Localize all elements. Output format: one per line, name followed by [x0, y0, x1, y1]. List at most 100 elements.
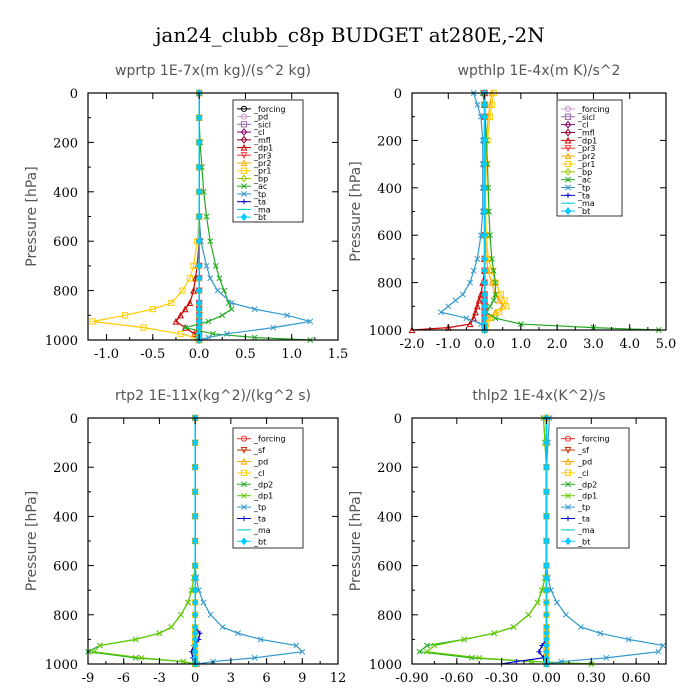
panel-title: rtp2 1E-11x(kg^2)/(kg^2 s)	[115, 388, 311, 404]
legend-label: _dp1	[577, 492, 597, 501]
legend-marker	[565, 192, 571, 198]
data-point	[472, 308, 479, 316]
legend-marker	[564, 136, 572, 144]
data-point	[177, 330, 184, 337]
legend-marker	[564, 152, 572, 160]
legend-label: _mfl	[577, 129, 595, 138]
legend-marker	[564, 537, 572, 546]
y-tick-label: 1000	[45, 334, 78, 349]
panel-2: wpthlp 1E-4x(m K)/s^2 Pressure [hPa] -2.0-…	[348, 63, 676, 352]
x-tick-label: -1.0	[436, 337, 461, 352]
data-point	[510, 624, 517, 631]
y-tick-label: 200	[377, 134, 402, 149]
data-point	[503, 303, 510, 310]
y-tick-label: 0	[70, 87, 78, 102]
x-tick-label: -6	[117, 671, 130, 686]
data-point	[132, 654, 139, 661]
legend-marker	[564, 145, 572, 152]
legend-marker	[565, 184, 571, 191]
data-point	[200, 599, 207, 606]
x-tick-label: 0.00	[532, 671, 561, 686]
panel-title: wpthlp 1E-4x(m K)/s^2	[458, 63, 621, 79]
legend-label: _forcing	[253, 105, 286, 114]
legend-label: _pr2	[577, 152, 595, 161]
data-point	[180, 658, 187, 665]
x-tick-label: 0.0	[474, 337, 495, 352]
legend-marker	[240, 113, 248, 120]
y-tick-label: 400	[377, 510, 402, 525]
legend-marker	[564, 207, 572, 216]
legend-label: _bt	[577, 537, 590, 546]
data-point	[203, 262, 210, 269]
data-point	[495, 309, 503, 316]
data-point	[577, 624, 584, 631]
data-point	[438, 309, 444, 316]
legend-label: _bt	[253, 213, 266, 222]
legend-label: _dp1	[253, 144, 273, 153]
data-point	[525, 611, 532, 618]
data-point	[488, 267, 495, 274]
legend-label: _bp	[577, 168, 592, 177]
data-point	[501, 297, 508, 304]
data-point	[182, 324, 189, 331]
y-tick-label: 0	[394, 87, 402, 102]
data-point	[191, 512, 199, 521]
data-point	[468, 654, 475, 661]
x-tick-label: 0.60	[622, 671, 651, 686]
data-point	[195, 274, 203, 283]
legend-label: _bt	[253, 537, 266, 546]
data-point	[492, 291, 499, 298]
data-point	[461, 636, 468, 643]
legend: _forcing_sicl_cl_mfl_dp1_pr3_pr2_pr1_bp_…	[556, 99, 623, 217]
y-axis-label: Pressure [hPa]	[24, 166, 40, 266]
x-tick-label: 1.0	[511, 337, 532, 352]
data-point	[481, 231, 488, 240]
legend-marker	[240, 152, 248, 159]
data-point	[543, 537, 550, 545]
legend-label: _ma	[577, 526, 595, 535]
series-line	[92, 418, 196, 665]
data-point	[195, 212, 203, 221]
data-point	[191, 573, 199, 582]
data-point	[481, 112, 488, 121]
y-tick-label: 600	[53, 235, 78, 250]
legend-marker	[564, 128, 572, 137]
y-tick-label: 200	[377, 461, 402, 476]
legend-label: _mfl	[253, 136, 271, 145]
x-tick-label: -3	[153, 671, 166, 686]
legend-label: _ta	[577, 515, 590, 524]
data-point	[191, 537, 199, 545]
series-line	[411, 93, 486, 331]
data-point	[205, 318, 212, 325]
legend-label: _pd	[253, 458, 268, 467]
data-point	[210, 330, 216, 337]
legend-label: _tp	[577, 503, 590, 512]
plot-frame	[411, 92, 667, 331]
legend-label: _ta	[577, 191, 590, 200]
data-point	[603, 654, 610, 661]
x-tick-label: 3.0	[583, 337, 604, 352]
data-point	[190, 286, 197, 294]
x-tick-label: 12	[330, 671, 347, 686]
legend-marker	[240, 213, 248, 222]
data-point	[228, 299, 235, 306]
x-tick-label: 0.0	[189, 347, 210, 362]
data-point	[235, 630, 241, 637]
data-point	[492, 290, 499, 298]
legend-label: _sf	[577, 446, 589, 455]
y-tick-label: 800	[377, 609, 402, 624]
legend-label: _forcing	[577, 105, 610, 114]
data-point	[497, 291, 504, 298]
legend-marker	[240, 447, 248, 454]
data-point	[513, 658, 520, 665]
legend-label: _ma	[577, 199, 595, 208]
y-tick-label: 400	[53, 186, 78, 201]
data-point	[423, 642, 430, 649]
data-point	[467, 279, 474, 286]
y-tick-label: 200	[53, 136, 78, 151]
legend-marker	[564, 435, 572, 442]
legend-marker	[565, 504, 571, 511]
data-point	[138, 654, 145, 661]
legend-label: _tp	[577, 184, 590, 193]
